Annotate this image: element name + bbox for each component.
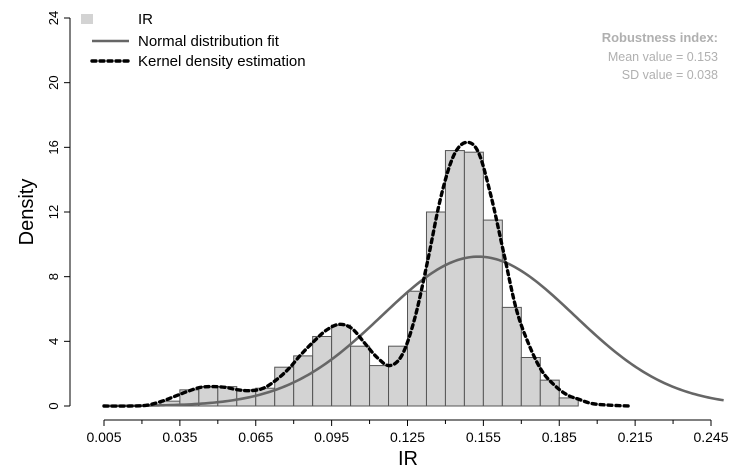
- kde-line: [102, 140, 632, 408]
- y-tick-label-3: 12: [46, 205, 61, 219]
- histogram-bars: [160, 150, 579, 407]
- histogram-bar-11: [369, 365, 390, 407]
- x-tick-label-8: 0.245: [693, 429, 728, 445]
- x-tick-label-3: 0.095: [314, 429, 349, 445]
- y-tick-label-6: 24: [46, 11, 61, 25]
- x-axis-title: IR: [398, 448, 418, 466]
- histogram-bar-9: [331, 324, 352, 407]
- x-tick-label-1: 0.035: [162, 429, 197, 445]
- legend-label-kde: Kernel density estimation: [138, 53, 306, 70]
- histogram-bar-16: [463, 151, 484, 407]
- x-tick-label-6: 0.185: [542, 429, 577, 445]
- normal-fit-layer: [104, 255, 724, 408]
- kde-layer: [102, 140, 632, 408]
- annotation-line-0: Mean value = 0.153: [608, 50, 718, 64]
- x-tick-label-2: 0.065: [238, 429, 273, 445]
- histogram-bar-20: [539, 379, 560, 407]
- robustness-annotation: Robustness index: Mean value = 0.153 SD va…: [602, 30, 718, 82]
- legend-label-ir: IR: [138, 11, 153, 28]
- x-tick-label-5: 0.155: [466, 429, 501, 445]
- histogram-bar-12: [388, 345, 408, 407]
- histogram-bar-17: [482, 219, 503, 407]
- y-tick-label-0: 0: [46, 402, 61, 409]
- legend: IR Normal distribution fit Kernel density …: [81, 11, 306, 70]
- histogram-bar-18: [501, 306, 522, 407]
- normal-fit-line: [104, 255, 724, 408]
- x-tick-label-0: 0.005: [86, 429, 121, 445]
- histogram-bar-15: [444, 150, 465, 407]
- y-tick-label-5: 20: [46, 75, 61, 89]
- y-tick-label-1: 4: [46, 338, 61, 345]
- y-tick-label-2: 8: [46, 273, 61, 280]
- legend-swatch-ir: [81, 14, 93, 24]
- histogram-bar-10: [350, 345, 371, 407]
- histogram-bar-14: [425, 211, 446, 407]
- legend-label-normal: Normal distribution fit: [138, 33, 280, 50]
- annotation-heading: Robustness index:: [602, 30, 718, 45]
- y-tick-label-4: 16: [46, 140, 61, 154]
- x-tick-label-4: 0.125: [390, 429, 425, 445]
- x-tick-label-7: 0.215: [618, 429, 653, 445]
- histogram-bar-21: [558, 397, 579, 407]
- annotation-line-1: SD value = 0.038: [622, 68, 718, 82]
- y-axis-title: Density: [16, 179, 38, 246]
- axes: 0.005 0.035 0.065 0.095 0.125 0.155 0.185 0.215…: [16, 11, 729, 466]
